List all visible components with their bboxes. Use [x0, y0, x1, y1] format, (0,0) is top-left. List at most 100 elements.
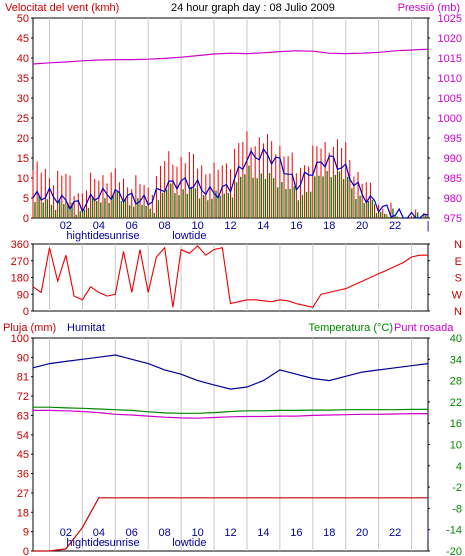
y-tick-label: 72: [17, 391, 29, 403]
plot-area: [32, 337, 429, 552]
y-tick-label: 50: [17, 13, 29, 25]
y2-tick-label: 990: [444, 153, 462, 165]
y2-tick-label: -2: [452, 482, 462, 494]
wind-pressure-panel: 0510152025303540455097598098599099510001…: [17, 13, 462, 242]
y-tick-label: 63: [17, 410, 29, 422]
y2-tick-label: 1010: [438, 73, 462, 85]
y-tick-label: 0: [23, 213, 29, 225]
x-tick-label: 04: [93, 220, 105, 232]
chart-title: 24 hour graph day : 08 Julio 2009: [171, 2, 335, 14]
y-tick-label: 25: [17, 113, 29, 125]
wind-speed-title: Velocitat del vent (kmh): [5, 2, 119, 14]
y2-tick-label: N: [454, 306, 462, 318]
y-tick-label: 180: [11, 273, 29, 285]
y-tick-label: 5: [23, 193, 29, 205]
x-tick-label: |: [427, 220, 430, 232]
y2-tick-label: 1025: [438, 13, 462, 25]
y2-tick-label: 4: [456, 461, 462, 473]
y-tick-label: 30: [17, 93, 29, 105]
x-tick-label: 18: [323, 527, 335, 539]
y-tick-label: 81: [17, 372, 29, 384]
y2-tick-label: 10: [450, 440, 462, 452]
y2-tick-label: -8: [452, 503, 462, 515]
y-tick-label: 15: [17, 153, 29, 165]
pressure-title: Pressió (mb): [398, 2, 460, 14]
wind-direction-line: [32, 245, 428, 308]
x-tick-label: 12: [224, 527, 236, 539]
y2-tick-label: N: [454, 239, 462, 251]
y-tick-label: 35: [17, 73, 29, 85]
x-tick-label: 14: [257, 527, 269, 539]
y2-tick-label: 1020: [438, 33, 462, 45]
x-tick-label: 06: [126, 527, 138, 539]
humidity-title: Humitat: [67, 322, 105, 334]
x-tick-label: 14: [257, 220, 269, 232]
x-tick-label: 22: [389, 220, 401, 232]
event-label: hightide: [66, 537, 105, 549]
y-tick-label: 270: [11, 256, 29, 268]
y-tick-label: 100: [11, 333, 29, 345]
dewpoint-line: [33, 409, 428, 419]
x-tick-label: 08: [159, 220, 171, 232]
y-tick-label: 45: [17, 449, 29, 461]
y-tick-label: 18: [17, 507, 29, 519]
y-tick-label: 10: [17, 173, 29, 185]
rain-line: [33, 497, 428, 552]
y2-tick-label: 22: [450, 397, 462, 409]
event-label: sunrise: [104, 537, 139, 549]
y-tick-label: 360: [11, 239, 29, 251]
temperature-line: [33, 406, 428, 414]
y-tick-label: 36: [17, 469, 29, 481]
y2-tick-label: 40: [450, 333, 462, 345]
y-tick-label: 90: [17, 352, 29, 364]
y2-tick-label: S: [455, 273, 462, 285]
y2-tick-label: -14: [446, 525, 462, 537]
event-label: lowtide: [172, 537, 206, 549]
pressure-line: [32, 48, 429, 65]
x-tick-label: 04: [93, 527, 105, 539]
event-label: lowtide: [172, 230, 206, 242]
y-tick-label: 0: [23, 546, 29, 556]
y2-tick-label: 975: [444, 213, 462, 225]
event-label: hightide: [66, 230, 105, 242]
x-tick-label: 10: [191, 220, 203, 232]
humidity-line: [32, 354, 429, 390]
y2-tick-label: -20: [446, 546, 462, 556]
event-label: sunrise: [104, 230, 139, 242]
y-tick-label: 90: [17, 289, 29, 301]
x-tick-label: 02: [60, 527, 72, 539]
y-tick-label: 45: [17, 33, 29, 45]
y2-tick-label: 34: [450, 354, 462, 366]
x-tick-label: 10: [191, 527, 203, 539]
x-tick-label: 06: [126, 220, 138, 232]
y2-tick-label: E: [455, 256, 462, 268]
y2-tick-label: 995: [444, 133, 462, 145]
y2-tick-label: 1015: [438, 53, 462, 65]
y-tick-label: 20: [17, 133, 29, 145]
temperature-title: Temperatura (°C): [309, 322, 393, 334]
x-tick-label: 12: [224, 220, 236, 232]
average-wind-line: [32, 147, 429, 219]
y-tick-label: 9: [23, 527, 29, 539]
y2-tick-label: W: [452, 289, 463, 301]
x-tick-label: 20: [356, 220, 368, 232]
y2-tick-label: 16: [450, 418, 462, 430]
y2-tick-label: 980: [444, 193, 462, 205]
x-tick-label: 02: [60, 220, 72, 232]
y2-tick-label: 985: [444, 173, 462, 185]
x-tick-label: 16: [290, 527, 302, 539]
x-tick-label: 22: [389, 527, 401, 539]
x-tick-label: 18: [323, 220, 335, 232]
y2-tick-label: 28: [450, 376, 462, 388]
y-tick-label: 54: [17, 430, 29, 442]
dewpoint-title: Punt rosada: [394, 322, 454, 334]
x-tick-label: 20: [356, 527, 368, 539]
x-tick-label: 16: [290, 220, 302, 232]
y2-tick-label: 1000: [438, 113, 462, 125]
y2-tick-label: 1005: [438, 93, 462, 105]
y-tick-label: 40: [17, 53, 29, 65]
rain-title: Pluja (mm): [3, 322, 56, 334]
y-tick-label: 27: [17, 488, 29, 500]
